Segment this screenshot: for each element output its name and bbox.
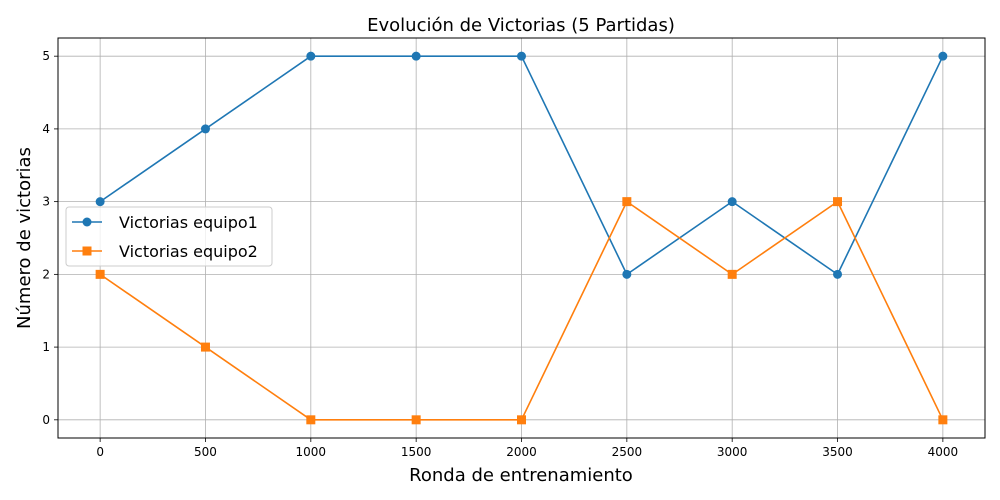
y-axis-title: Número de victorias bbox=[14, 147, 35, 329]
data-point-series-2 bbox=[833, 197, 843, 207]
data-point-series-1 bbox=[727, 197, 737, 207]
x-tick-label: 3000 bbox=[717, 445, 748, 459]
legend-entry-equipo1: Victorias equipo1 bbox=[72, 213, 258, 232]
x-tick-label: 4000 bbox=[928, 445, 959, 459]
data-point-series-2 bbox=[411, 415, 421, 425]
data-point-series-2 bbox=[517, 415, 526, 425]
x-tick-label: 1500 bbox=[401, 445, 432, 459]
data-point-series-2 bbox=[622, 197, 632, 207]
x-tick-label: 0 bbox=[96, 445, 104, 459]
legend-box bbox=[65, 206, 273, 267]
data-point-series-2 bbox=[95, 269, 105, 279]
data-point-series-2 bbox=[200, 342, 210, 352]
data-point-series-2 bbox=[306, 415, 316, 425]
series-lines bbox=[95, 51, 948, 425]
y-tick-label: 4 bbox=[42, 122, 50, 136]
data-point-series-1 bbox=[306, 51, 316, 61]
y-axis-ticks: 0 1 2 3 4 5 bbox=[42, 49, 58, 427]
legend: Victorias equipo1 Victorias equipo2 bbox=[65, 206, 273, 267]
y-tick-label: 2 bbox=[42, 267, 50, 281]
x-tick-label: 2500 bbox=[612, 445, 643, 459]
data-point-series-1 bbox=[938, 51, 948, 61]
data-point-series-1 bbox=[517, 51, 526, 61]
data-point-series-1 bbox=[95, 197, 105, 207]
data-point-series-2 bbox=[727, 269, 737, 279]
y-tick-label: 0 bbox=[42, 413, 50, 427]
y-tick-label: 5 bbox=[42, 49, 50, 63]
data-point-series-1 bbox=[411, 51, 421, 61]
data-point-series-1 bbox=[200, 124, 210, 134]
data-point-series-1 bbox=[833, 269, 843, 279]
x-tick-label: 500 bbox=[194, 445, 217, 459]
x-axis-title: Ronda de entrenamiento bbox=[409, 465, 633, 486]
grid-lines bbox=[58, 38, 985, 438]
legend-label-equipo1: Victorias equipo1 bbox=[119, 213, 258, 232]
x-tick-label: 2000 bbox=[506, 445, 537, 459]
data-point-series-2 bbox=[938, 415, 948, 425]
y-tick-label: 1 bbox=[42, 340, 50, 354]
x-axis-ticks: 0 500 1000 1500 2000 2500 3000 3500 4000 bbox=[96, 438, 958, 459]
legend-label-equipo2: Victorias equipo2 bbox=[119, 242, 258, 261]
legend-entry-equipo2: Victorias equipo2 bbox=[72, 242, 258, 261]
chart-title: Evolución de Victorias (5 Partidas) bbox=[367, 15, 675, 36]
data-point-series-1 bbox=[622, 269, 632, 279]
x-tick-label: 1000 bbox=[296, 445, 327, 459]
legend-marker-equipo2 bbox=[82, 246, 92, 256]
x-tick-label: 3500 bbox=[822, 445, 853, 459]
legend-marker-equipo1 bbox=[82, 217, 92, 227]
y-tick-label: 3 bbox=[42, 195, 50, 209]
